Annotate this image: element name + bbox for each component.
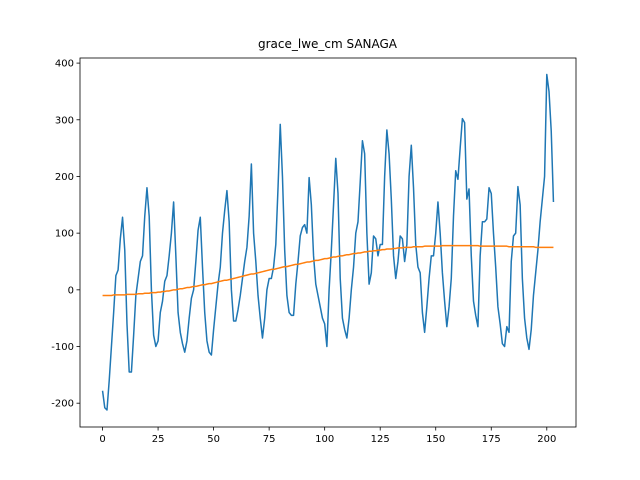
x-tick-label: 75: [263, 434, 276, 445]
data-line: [102, 244, 554, 297]
x-tick-label: 200: [537, 434, 556, 445]
x-tick-label: 50: [207, 434, 220, 445]
x-tick-label: 0: [99, 434, 105, 445]
data-line: [101, 73, 555, 411]
y-tick-label: 200: [55, 172, 74, 183]
x-tick-label: 175: [482, 434, 501, 445]
x-tick-label: 100: [315, 434, 334, 445]
y-tick-label: 400: [55, 59, 74, 70]
chart-title: grace_lwe_cm SANAGA: [258, 37, 398, 51]
x-tick-label: 150: [426, 434, 445, 445]
x-tick-label: 25: [152, 434, 165, 445]
y-tick-label: 300: [55, 115, 74, 126]
y-tick-label: -100: [51, 342, 74, 353]
plot-frame: [79, 57, 577, 428]
x-tick-label: 125: [371, 434, 390, 445]
y-tick-label: -200: [51, 399, 74, 410]
y-tick-label: 100: [55, 229, 74, 240]
y-tick-label: 0: [68, 285, 74, 296]
